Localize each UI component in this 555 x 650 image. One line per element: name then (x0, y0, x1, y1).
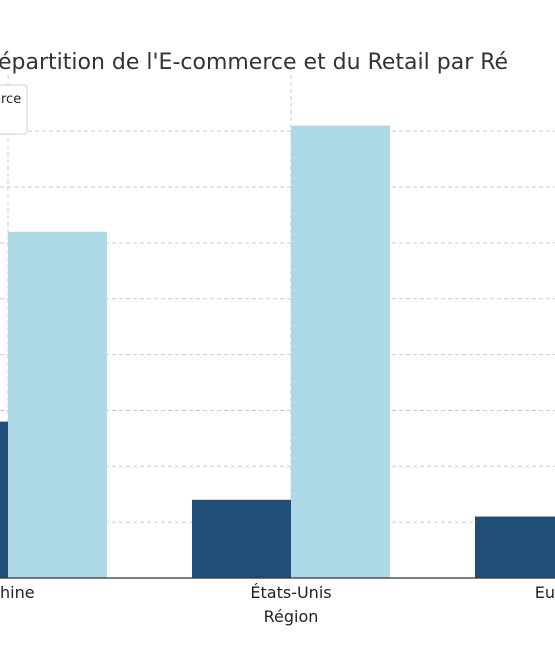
bar-dark-0 (0, 421, 8, 578)
x-tick-label: États-Unis (250, 583, 331, 602)
bar-dark-1 (192, 499, 291, 578)
bar-light-1 (291, 125, 390, 579)
legend: rce (0, 84, 28, 135)
legend-box (0, 84, 28, 135)
bar-dark-2 (475, 516, 555, 578)
chart-title: épartition de l'E-commerce et du Retail … (0, 50, 508, 75)
bar-light-0 (8, 231, 107, 578)
legend-entry-label: rce (1, 92, 21, 107)
x-tick-label: hine (0, 583, 35, 602)
bars (0, 125, 555, 579)
x-axis-label: Région (264, 607, 319, 626)
x-tick-labels: hine États-Unis Eu (0, 583, 555, 602)
x-tick-label: Eu (535, 583, 555, 602)
